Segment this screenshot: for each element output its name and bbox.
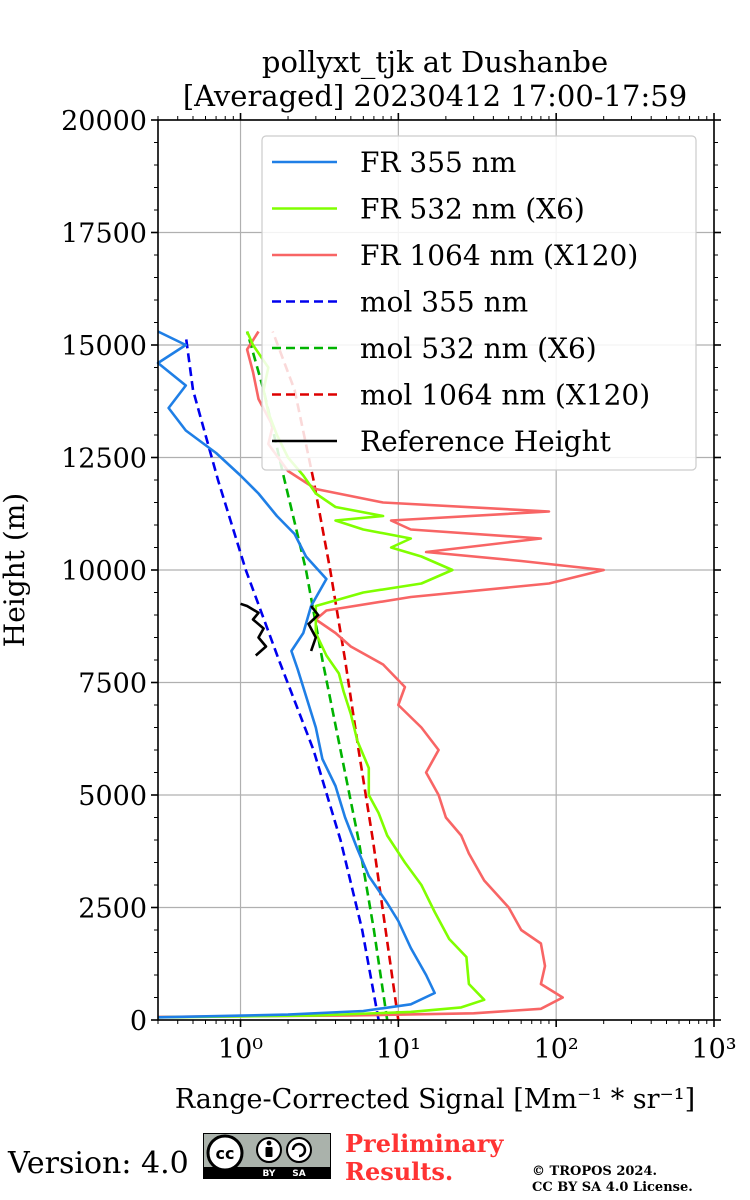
legend-label-mol-355-nm: mol 355 nm xyxy=(360,286,528,319)
legend-label-reference-height: Reference Height xyxy=(360,425,612,458)
x-tick-label: 10¹ xyxy=(376,1034,421,1065)
x-tick-label: 10² xyxy=(534,1034,579,1065)
legend-label-mol-1064-nm-x120: mol 1064 nm (X120) xyxy=(360,379,650,412)
badge-by-text: BY xyxy=(263,1169,276,1179)
legend-label-mol-532-nm-x6: mol 532 nm (X6) xyxy=(360,332,597,365)
x-axis-label: Range-Corrected Signal [Mm⁻¹ * sr⁻¹] xyxy=(175,1084,695,1115)
series-line-reference-height-secondary xyxy=(306,605,320,652)
preliminary-line-1: Preliminary xyxy=(345,1129,504,1158)
y-tick-label: 17500 xyxy=(61,219,147,250)
x-tick-labels: 10⁰ 10¹ 10² 10³ xyxy=(218,1034,737,1065)
y-tick-label: 7500 xyxy=(78,669,147,700)
x-tick-label: 10³ xyxy=(691,1034,736,1065)
y-tick-label: 15000 xyxy=(61,331,147,362)
series-line-mol-532-nm-x6 xyxy=(245,331,389,1021)
y-tick-label: 0 xyxy=(130,1006,147,1037)
chart-title: pollyxt_tjk at Dushanbe xyxy=(262,45,608,80)
series-line-fr-355-nm xyxy=(156,330,436,1019)
y-tick-label: 2500 xyxy=(78,894,147,925)
cc-icon xyxy=(206,1134,244,1172)
svg-text:cc: cc xyxy=(216,1144,235,1163)
copyright-line-2: CC BY SA 4.0 License. xyxy=(532,1180,693,1195)
copyright-line-1: © TROPOS 2024. xyxy=(532,1164,658,1179)
copyright-notice: © TROPOS 2024. CC BY SA 4.0 License. xyxy=(532,1164,693,1196)
y-axis-label: Height (m) xyxy=(0,493,31,647)
series-line-fr-1064-nm-x120 xyxy=(157,330,605,1019)
legend-label-fr-1064-nm-x120: FR 1064 nm (X120) xyxy=(360,239,638,272)
axis-ticks xyxy=(151,113,721,1027)
badge-sa-text: SA xyxy=(292,1169,305,1179)
cc-by-sa-badge: cc BY SA xyxy=(203,1133,331,1179)
chart-subtitle: [Averaged] 20230412 17:00-17:59 xyxy=(183,79,687,113)
y-tick-labels: 0 2500 5000 7500 10000 12500 15000 17500 20000 xyxy=(61,106,147,1037)
preliminary-notice: Preliminary Results. xyxy=(345,1130,503,1186)
series-line-reference-height xyxy=(240,602,268,657)
legend-label-fr-355-nm: FR 355 nm xyxy=(360,146,516,179)
version-label: Version: 4.0 xyxy=(8,1146,189,1181)
y-tick-label: 12500 xyxy=(61,444,147,475)
preliminary-line-2: Results. xyxy=(345,1157,454,1186)
share-alike-icon xyxy=(286,1137,312,1163)
legend-label-fr-532-nm-x6: FR 532 nm (X6) xyxy=(360,193,585,226)
x-tick-label: 10⁰ xyxy=(218,1034,263,1065)
legend: FR 355 nm FR 532 nm (X6) FR 1064 nm (X120)… xyxy=(261,135,697,471)
y-tick-label: 10000 xyxy=(61,556,147,587)
chart-canvas: pollyxt_tjk at Dushanbe [Averaged] 20230… xyxy=(0,45,737,1115)
legend-box xyxy=(261,135,697,471)
y-tick-label: 20000 xyxy=(61,106,147,137)
y-tick-label: 5000 xyxy=(78,781,147,812)
